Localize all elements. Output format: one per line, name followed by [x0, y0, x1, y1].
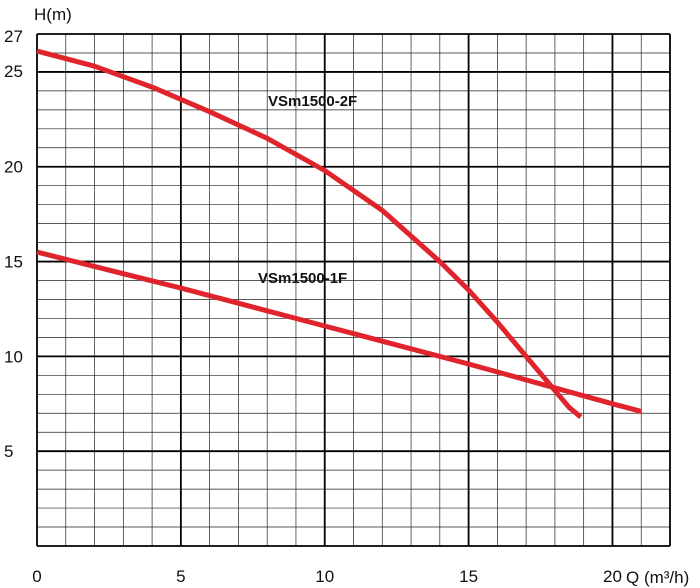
y-tick-label: 20	[4, 158, 23, 177]
y-tick-label: 25	[4, 62, 23, 81]
x-tick-labels: 0 5 10 15 20	[32, 567, 622, 586]
x-tick-label: 20	[603, 567, 622, 586]
major-grid	[36, 33, 671, 547]
series-line-2	[36, 249, 642, 414]
y-tick-label: 5	[4, 442, 13, 461]
y-tick-label: 10	[4, 347, 23, 366]
series-label-2f: VSm1500-2F	[268, 93, 357, 110]
y-tick-labels: 5 10 15 20 25 27	[4, 27, 23, 461]
series-label-1f: VSm1500-1F	[258, 270, 347, 287]
x-tick-label: 5	[176, 567, 185, 586]
minor-grid	[36, 33, 671, 547]
x-tick-label: 15	[459, 567, 478, 586]
y-tick-label: 27	[4, 27, 23, 46]
y-tick-label: 15	[4, 253, 23, 272]
x-tick-label: 10	[315, 567, 334, 586]
x-tick-label: 0	[32, 567, 41, 586]
series-layer	[36, 48, 642, 420]
x-axis-title: Q (m³/h)	[626, 568, 689, 587]
y-axis-title: H(m)	[34, 5, 72, 24]
